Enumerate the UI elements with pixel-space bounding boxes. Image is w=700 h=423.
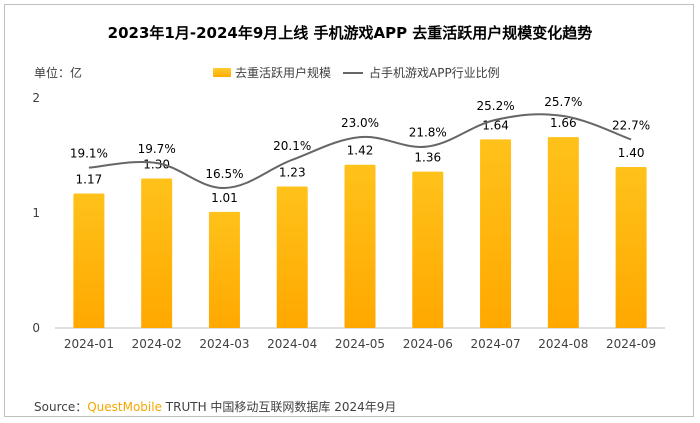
legend-bar-label: 去重活跃用户规模 (235, 66, 332, 80)
legend-line-swatch (343, 71, 363, 74)
x-axis-ticks: 2024-01 2024-02 2024-03 2024-04 2024-05 2024-… (64, 337, 656, 351)
source-brand: QuestMobile (87, 400, 162, 414)
source-note: Source：QuestMobile TRUTH 中国移动互联网数据库 2024… (34, 398, 396, 415)
bar-value-label: 1.42 (347, 144, 374, 158)
ratio-value-label: 19.7% (138, 142, 176, 156)
x-tick-label: 2024-01 (64, 337, 114, 351)
legend-line-label: 占手机游戏APP行业比例 (369, 66, 500, 80)
x-tick-label: 2024-06 (403, 337, 453, 351)
x-tick-label: 2024-09 (606, 337, 656, 351)
legend-item-line: 占手机游戏APP行业比例 (343, 64, 500, 81)
ratio-line (88, 113, 632, 190)
ratio-value-label: 21.8% (409, 126, 447, 140)
y-axis-ticks: 0 1 2 (32, 91, 40, 335)
bar (547, 137, 579, 328)
legend-item-bars: 去重活跃用户规模 (213, 64, 331, 81)
ratio-labels-group: 19.1% 19.7% 16.5% 20.1% 23.0% 21.8% 25.2% 25.7%… (70, 95, 650, 181)
x-tick-label: 2024-02 (132, 337, 182, 351)
bar-value-label: 1.36 (414, 151, 441, 165)
bar (480, 139, 512, 328)
y-tick-label: 1 (32, 206, 40, 220)
ratio-value-label: 22.7% (612, 118, 650, 132)
bar-value-label: 1.30 (143, 158, 170, 172)
x-tick-label: 2024-07 (470, 337, 520, 351)
legend-bar-swatch (213, 68, 231, 77)
bar (276, 186, 308, 328)
ratio-value-label: 20.1% (273, 139, 311, 153)
ratio-value-label: 25.7% (544, 95, 582, 109)
ratio-value-label: 16.5% (205, 167, 243, 181)
ratio-value-label: 19.1% (70, 147, 108, 161)
bar-value-label: 1.66 (550, 116, 577, 130)
x-tick-label: 2024-04 (267, 337, 317, 351)
bar-value-label: 1.40 (618, 146, 645, 160)
bar-value-label: 1.23 (279, 166, 306, 180)
x-tick-label: 2024-05 (335, 337, 385, 351)
y-tick-label: 2 (32, 91, 40, 105)
bar (615, 167, 647, 328)
x-tick-label: 2024-03 (199, 337, 249, 351)
y-tick-label: 0 (32, 321, 40, 335)
unit-label: 单位：亿 (34, 66, 83, 80)
bars-group (73, 137, 647, 328)
ratio-value-label: 25.2% (476, 99, 514, 113)
ratio-value-label: 23.0% (341, 116, 379, 130)
bar-value-label: 1.01 (211, 191, 238, 205)
bar (208, 211, 240, 328)
bar-value-label: 1.17 (76, 172, 103, 186)
source-prefix: Source： (34, 400, 88, 414)
bar (73, 193, 105, 328)
bar (412, 171, 444, 328)
x-tick-label: 2024-08 (538, 337, 588, 351)
bar (344, 164, 376, 328)
bar (141, 178, 173, 328)
source-rest: TRUTH 中国移动互联网数据库 2024年9月 (161, 400, 397, 414)
bar-labels-group: 1.171.301.011.231.42 1.361.64 1.661.40 (76, 116, 645, 205)
chart-title: 2023年1月-2024年9月上线 手机游戏APP 去重活跃用户规模变化趋势 (107, 24, 593, 42)
